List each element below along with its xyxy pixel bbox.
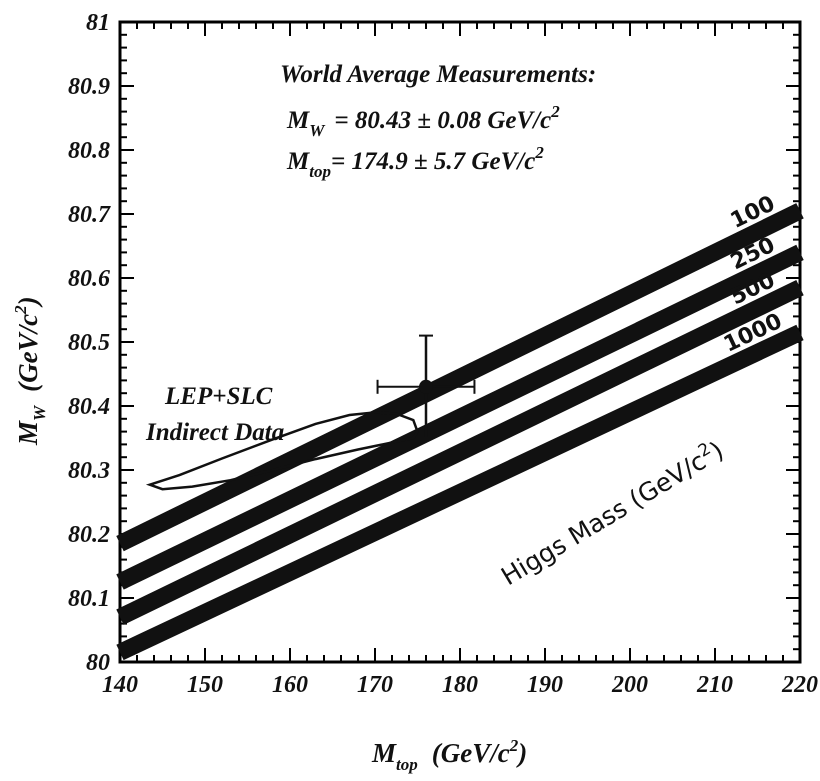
- world-average-measurement: [376, 334, 476, 439]
- x-tick-label: 150: [187, 672, 223, 698]
- x-axis-unit-sup: 2: [509, 736, 519, 755]
- mw-symbol: M: [286, 107, 310, 134]
- y-tick-label: 80.7: [68, 202, 111, 228]
- x-tick-label: 140: [102, 672, 138, 698]
- y-axis-symbol: M: [13, 420, 43, 446]
- y-tick-label: 80.2: [68, 522, 110, 548]
- lep-label-line2: Indirect Data: [145, 419, 284, 446]
- y-axis-unit-end: ): [13, 296, 43, 308]
- mtop-superscript: 2: [534, 143, 544, 162]
- higgs-band-500: [116, 279, 804, 625]
- measurement-point: [419, 379, 433, 394]
- y-tick-label: 80.5: [68, 330, 110, 356]
- y-tick-label: 80.9: [68, 74, 110, 100]
- x-tick-label: 210: [696, 672, 733, 698]
- y-axis-subscript: W: [30, 404, 49, 421]
- x-tick-label: 160: [272, 672, 308, 698]
- x-tick-label: 170: [357, 672, 393, 698]
- x-axis-label: Mtop (GeV/c2): [371, 736, 527, 774]
- x-tick-label: 220: [781, 672, 818, 698]
- x-axis-unit-end: ): [515, 738, 527, 768]
- y-axis-unit-sup: 2: [11, 305, 30, 315]
- y-tick-label: 80.8: [68, 138, 110, 164]
- lep-slc-contour: [145, 411, 419, 491]
- x-tick-labels: 140 150 160 170 180 190 200 210 220: [102, 672, 818, 698]
- higgs-band-1000: [116, 324, 804, 661]
- y-tick-labels: 80 80.1 80.2 80.3 80.4 80.5 80.6 80.7 80.8 80.9 81: [68, 10, 111, 676]
- mtop-subscript: top: [309, 162, 331, 181]
- annotation-mtop: Mtop= 174.9 ± 5.7 GeV/c2: [286, 143, 544, 181]
- y-tick-label: 80.3: [68, 458, 110, 484]
- lep-label-line1: LEP+SLC: [164, 383, 273, 410]
- y-tick-label: 80: [86, 650, 110, 676]
- y-tick-label: 80.4: [68, 394, 110, 420]
- higgs-band-250: [116, 244, 804, 590]
- higgs-band-100: [116, 203, 804, 552]
- mw-superscript: 2: [550, 102, 560, 121]
- annotation-title: World Average Measurements:: [280, 61, 596, 88]
- y-axis-unit: (GeV/c: [13, 314, 43, 392]
- y-tick-label: 80.1: [68, 586, 110, 612]
- y-tick-label: 81: [86, 10, 110, 36]
- y-axis-label: MW (GeV/c2): [11, 296, 49, 446]
- mw-value: = 80.43 ± 0.08 GeV/c: [334, 107, 551, 134]
- x-tick-label: 200: [611, 672, 648, 698]
- x-axis-symbol: M: [371, 738, 397, 768]
- x-tick-label: 190: [527, 672, 563, 698]
- mtop-symbol: M: [286, 148, 310, 175]
- y-tick-label: 80.6: [68, 266, 110, 292]
- mtop-value: = 174.9 ± 5.7 GeV/c: [331, 148, 535, 175]
- x-tick-label: 180: [442, 672, 478, 698]
- annotation-mw: MW = 80.43 ± 0.08 GeV/c2: [286, 102, 560, 140]
- x-axis-subscript: top: [396, 755, 418, 774]
- x-axis-unit: (GeV/c: [432, 738, 510, 768]
- mw-subscript: W: [309, 121, 326, 140]
